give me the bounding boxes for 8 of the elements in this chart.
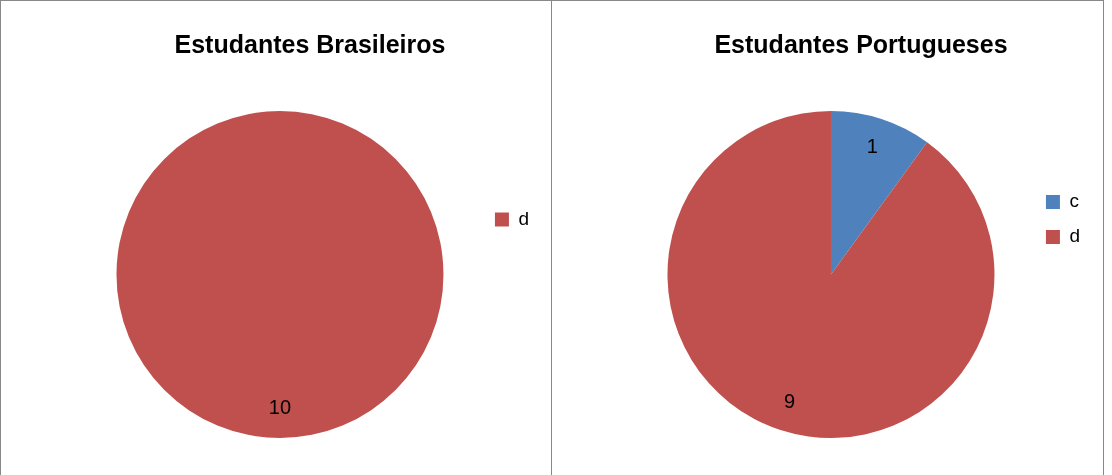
data-label: 1	[866, 134, 878, 157]
chart-title: Estudantes Brasileiros	[174, 29, 446, 58]
chart-title: Estudantes Portugueses	[714, 29, 1008, 58]
data-label: 9	[783, 389, 796, 412]
legend-label: c	[1069, 190, 1079, 212]
legend-label: d	[518, 207, 530, 229]
legend-label: d	[1069, 225, 1081, 247]
data-label: 10	[268, 396, 292, 419]
